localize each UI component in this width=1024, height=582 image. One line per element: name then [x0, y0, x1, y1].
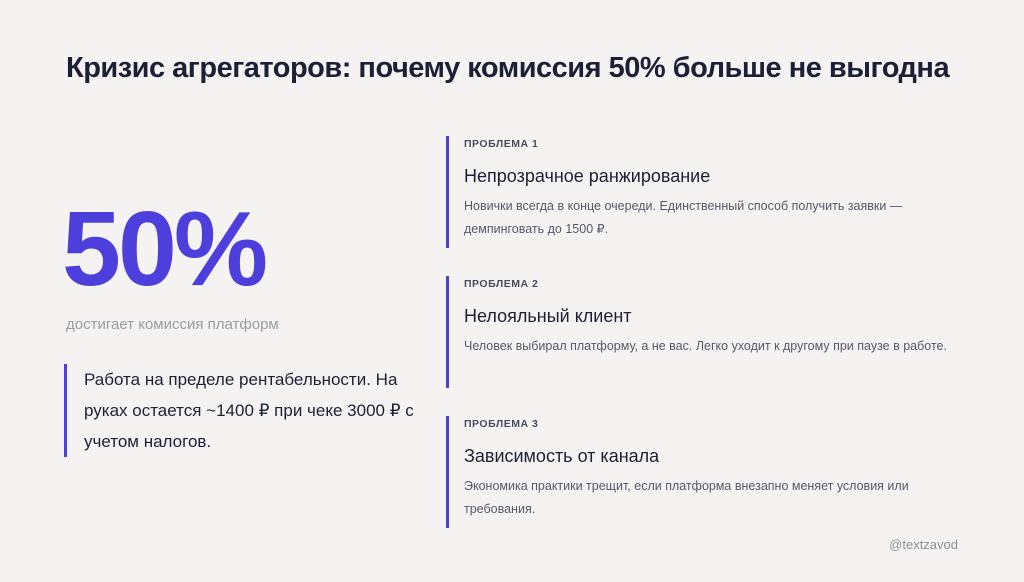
problem-tag: ПРОБЛЕМА 3 [464, 418, 539, 430]
stat-value: 50% [62, 190, 268, 308]
stat-caption: достигает комиссия платформ [66, 316, 279, 333]
problem-description: Новички всегда в конце очереди. Единстве… [464, 199, 903, 236]
quote-block: Работа на пределе рентабельности. На рук… [64, 364, 424, 457]
problem-description: Человек выбирал платформу, а не вас. Лег… [464, 339, 947, 353]
page-title: Кризис агрегаторов: почему комиссия 50% … [66, 52, 950, 84]
problem-card-2: ПРОБЛЕМА 2 Нелояльный клиент Человек выб… [446, 276, 984, 388]
problem-title: Непрозрачное ранжирование [464, 166, 711, 186]
problem-card-3: ПРОБЛЕМА 3 Зависимость от канала Экономи… [446, 416, 984, 528]
problem-title: Зависимость от канала [464, 446, 660, 466]
author-handle: @textzavod [889, 537, 958, 552]
problem-tag: ПРОБЛЕМА 2 [464, 278, 539, 290]
problem-tag: ПРОБЛЕМА 1 [464, 138, 539, 150]
problem-title: Нелояльный клиент [464, 306, 632, 326]
problem-card-1: ПРОБЛЕМА 1 Непрозрачное ранжирование Нов… [446, 136, 984, 248]
problem-description: Экономика практики трещит, если платформ… [464, 479, 909, 516]
